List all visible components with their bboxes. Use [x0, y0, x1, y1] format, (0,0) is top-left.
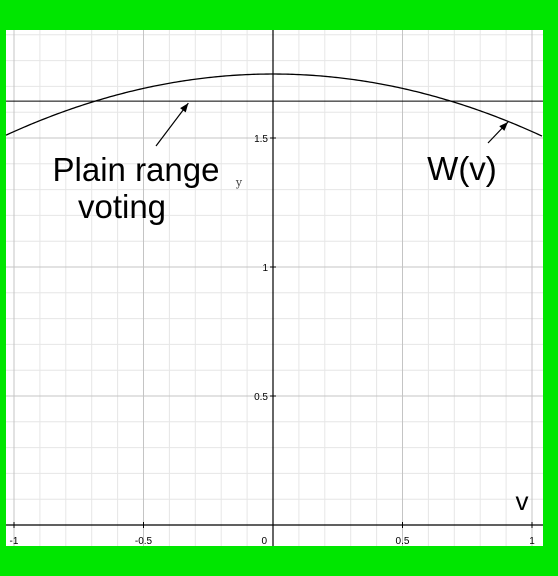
annotation-arrow-plain-range-head — [180, 103, 189, 113]
annotation-text-w-of-v: W(v) — [427, 150, 497, 187]
y-tick-label: 1 — [262, 263, 268, 274]
y-axis-label: y — [235, 176, 243, 189]
plot-area — [6, 30, 543, 546]
x-tick-label: 0.5 — [396, 536, 410, 547]
x-tick-label: -0.5 — [135, 536, 153, 547]
series-group — [5, 73, 543, 137]
annotation-text-plain-range-line1: Plain range — [53, 151, 220, 188]
axes — [6, 30, 543, 546]
tick-labels: -1 -0.5 0 0.5 1 0.5 1 1.5 — [10, 134, 536, 547]
annotation-text-plain-range-line2: voting — [78, 188, 166, 225]
y-tick-label: 1.5 — [254, 134, 268, 145]
annotation-arrow-w-of-v-head — [499, 122, 508, 131]
x-tick-label: -1 — [10, 536, 19, 547]
x-tick-label: 0 — [261, 536, 267, 547]
x-axis-label: v — [516, 486, 529, 516]
x-tick-label: 1 — [529, 536, 535, 547]
y-tick-label: 0.5 — [254, 392, 268, 403]
